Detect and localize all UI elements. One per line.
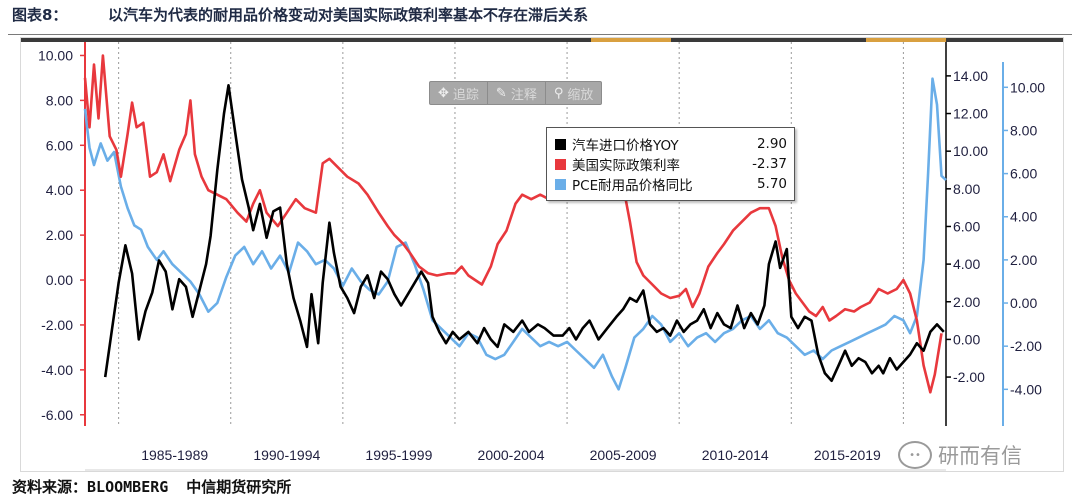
- x-tick-label: 1995-1999: [365, 447, 432, 463]
- figure-label: 图表8：: [12, 6, 68, 24]
- left-tick-label: 8.00: [46, 92, 73, 108]
- legend-value: 2.90: [756, 136, 787, 152]
- right-tick-label: -4.00: [1010, 381, 1042, 397]
- source-name: BLOOMBERG: [87, 478, 169, 496]
- series-line: [83, 77, 947, 391]
- trace-button[interactable]: ✥ 追踪: [430, 82, 488, 104]
- middle-tick-label: 12.00: [953, 106, 988, 122]
- middle-tick-label: 0.00: [953, 331, 980, 347]
- zoom-button[interactable]: ⚲ 缩放: [546, 82, 602, 104]
- x-tick-label: 2015-2019: [814, 447, 881, 463]
- title-divider: [8, 34, 1072, 35]
- figure-title: 图表8： 以汽车为代表的耐用品价格变动对美国实际政策利率基本不存在滞后关系: [12, 4, 588, 25]
- middle-tick-label: 2.00: [953, 294, 980, 310]
- middle-tick-label: 14.00: [953, 68, 988, 84]
- annotate-label: 注释: [510, 87, 537, 103]
- legend-label: 汽车进口价格YOY: [572, 138, 679, 154]
- middle-tick-label: 10.00: [953, 143, 988, 159]
- chart-frame: 1985-1989 1990-1994 1995-1999 2000-2004 2005…: [20, 37, 1064, 472]
- header-tab: [866, 38, 946, 42]
- series-line: [103, 84, 945, 383]
- legend-value: 5.70: [756, 176, 787, 192]
- chart-toolbar: ✥ 追踪 ✎ 注释 ⚲ 缩放: [429, 81, 603, 105]
- legend-item-car-import-price: 汽车进口价格YOY 2.90: [555, 134, 787, 154]
- annotate-button[interactable]: ✎ 注释: [488, 82, 546, 104]
- x-tick-label: 1990-1994: [253, 447, 320, 463]
- legend-item-pce-durables: PCE耐用品价格同比 5.70: [555, 174, 787, 194]
- right-tick-label: 2.00: [1010, 252, 1037, 268]
- middle-tick-label: 8.00: [953, 181, 980, 197]
- magnifier-icon: ⚲: [553, 85, 564, 101]
- x-tick-label: 2010-2014: [702, 447, 769, 463]
- left-tick-label: 6.00: [46, 137, 73, 153]
- x-tick-label: 2005-2009: [590, 447, 657, 463]
- chart-legend: 汽车进口价格YOY 2.90 美国实际政策利率 -2.37 PCE耐用品价格同比…: [546, 127, 795, 201]
- legend-swatch-blue: [555, 178, 566, 190]
- right-tick-label: 4.00: [1010, 209, 1037, 225]
- crosshair-icon: ✥: [438, 85, 449, 101]
- header-tab: [591, 38, 671, 42]
- legend-swatch-black: [555, 138, 566, 150]
- right-tick-label: 8.00: [1010, 122, 1037, 138]
- legend-swatch-red: [555, 158, 566, 170]
- legend-label: PCE耐用品价格同比: [572, 178, 693, 194]
- plot-area: [85, 42, 946, 426]
- watermark-text: 研而有信: [938, 444, 1022, 468]
- left-tick-label: 4.00: [46, 182, 73, 198]
- legend-label: 美国实际政策利率: [572, 158, 680, 174]
- right-tick-label: 0.00: [1010, 295, 1037, 311]
- x-tick-label: 1985-1989: [141, 447, 208, 463]
- right-tick-label: 6.00: [1010, 166, 1037, 182]
- wechat-logo-icon: ••: [898, 441, 932, 469]
- pencil-icon: ✎: [495, 85, 507, 101]
- watermark: •• 研而有信: [898, 440, 1022, 470]
- left-tick-label: -2.00: [41, 317, 73, 333]
- trace-label: 追踪: [452, 87, 479, 103]
- legend-item-real-policy-rate: 美国实际政策利率 -2.37: [555, 154, 787, 174]
- header-strip: [21, 38, 1063, 42]
- left-tick-label: -6.00: [41, 407, 73, 423]
- zoom-label: 缩放: [567, 87, 594, 103]
- series-line: [83, 54, 943, 394]
- legend-value: -2.37: [752, 156, 787, 172]
- x-tick-label: 2000-2004: [478, 447, 545, 463]
- middle-tick-label: 4.00: [953, 256, 980, 272]
- right-tick-label: 10.00: [1010, 79, 1045, 95]
- source-org: 中信期货研究所: [186, 478, 292, 496]
- chart-canvas[interactable]: 1985-1989 1990-1994 1995-1999 2000-2004 2005…: [21, 38, 1063, 471]
- left-tick-label: -4.00: [41, 362, 73, 378]
- left-tick-label: 2.00: [46, 227, 73, 243]
- middle-tick-label: -2.00: [953, 369, 985, 385]
- right-tick-label: -2.00: [1010, 338, 1042, 354]
- figure-title-text: 以汽车为代表的耐用品价格变动对美国实际政策利率基本不存在滞后关系: [108, 6, 589, 24]
- left-tick-label: 0.00: [46, 272, 73, 288]
- source-note: 资料来源：BLOOMBERG 中信期货研究所: [12, 476, 291, 497]
- left-tick-label: 10.00: [38, 47, 73, 63]
- source-prefix: 资料来源：: [12, 478, 88, 496]
- middle-tick-label: 6.00: [953, 218, 980, 234]
